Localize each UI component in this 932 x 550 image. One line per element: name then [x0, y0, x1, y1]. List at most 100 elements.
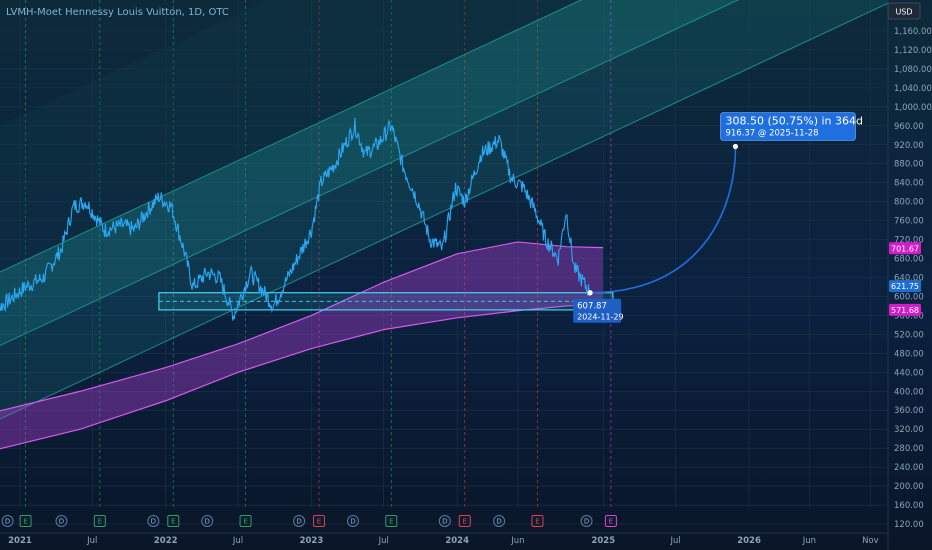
earnings-letter: E [535, 518, 539, 526]
earnings-letter: E [389, 518, 393, 526]
chart-title: LVMH-Moet Hennessy Louis Vuitton, 1D, OT… [6, 7, 229, 18]
annotation-box [720, 112, 856, 141]
dividend-letter: D [584, 518, 589, 526]
dividend-marker[interactable]: D [293, 515, 306, 527]
y-tick-label: 960.00 [894, 122, 924, 132]
y-tick-label: 120.00 [894, 520, 924, 530]
earnings-icon [458, 515, 471, 527]
ma-band [0, 241, 603, 449]
dividend-marker[interactable]: D [580, 515, 593, 527]
price-tag-label: 571.68 [891, 306, 919, 315]
price-axis[interactable]: 120.00 160.00 200.00 240.00 280.00 320.00 360.… [887, 0, 932, 550]
y-tick-label: 360.00 [894, 406, 924, 416]
earnings-marker[interactable]: E [531, 515, 544, 527]
dividend-marker[interactable]: D [55, 515, 68, 527]
y-tick-label: 720.00 [894, 236, 924, 246]
currency-button[interactable]: USD [887, 2, 921, 20]
currency-label: USD [895, 8, 912, 17]
y-tick-label: 1,080.00 [894, 65, 932, 75]
earnings-icon [239, 515, 252, 527]
y-tick-label: 760.00 [894, 217, 924, 227]
earnings-icon [167, 515, 180, 527]
earnings-letter: E [463, 518, 467, 526]
dividend-icon [580, 515, 593, 527]
x-tick-label: Jun [510, 536, 524, 546]
x-tick-label: 2024 [445, 536, 469, 546]
y-tick-label: 680.00 [894, 255, 924, 265]
earnings-marker[interactable]: E [19, 515, 32, 527]
dividend-icon [147, 515, 160, 527]
y-tick-label: 600.00 [894, 292, 924, 302]
y-tick-label: 920.00 [894, 141, 924, 151]
y-tick-label: 240.00 [894, 463, 924, 473]
dividend-icon [293, 515, 306, 527]
dividend-letter: D [151, 518, 156, 526]
dividend-marker[interactable]: D [147, 515, 160, 527]
projection-start-point [587, 290, 593, 296]
dividend-marker[interactable]: D [201, 515, 214, 527]
event-markers: D D D D D D D D DE E E E E E E E E [1, 515, 617, 527]
earnings-letter: E [23, 518, 27, 526]
earnings-icon [93, 515, 106, 527]
dividend-icon [493, 515, 506, 527]
x-tick-label: 2025 [591, 536, 615, 546]
earnings-letter: E [243, 518, 247, 526]
projection-curve [590, 146, 737, 294]
earnings-icon [531, 515, 544, 527]
x-tick-label: 2026 [737, 536, 761, 546]
y-tick-label: 560.00 [894, 311, 924, 321]
dividend-marker[interactable]: D [346, 515, 359, 527]
annotation-subtext: 916.37 @ 2025-11-28 [725, 128, 818, 138]
y-tick-label: 640.00 [894, 274, 924, 284]
y-tick-label: 200.00 [894, 482, 924, 492]
channel-lower-line [0, 2, 888, 420]
x-tick-label: 2022 [154, 536, 178, 546]
price-tag [889, 242, 921, 255]
y-tick-label: 800.00 [894, 198, 924, 208]
earnings-marker[interactable]: E [313, 515, 326, 527]
earnings-icon [604, 515, 617, 527]
channel-lower-band [0, 0, 888, 419]
earnings-marker[interactable]: E [239, 515, 252, 527]
dividend-letter: D [205, 518, 210, 526]
x-tick-label: Jul [86, 536, 97, 546]
earnings-marker[interactable]: E [385, 515, 398, 527]
earnings-marker[interactable]: E [604, 515, 617, 527]
earnings-marker[interactable]: E [167, 515, 180, 527]
dividend-letter: D [5, 518, 10, 526]
annotation-text: 308.50 (50.75%) in 364d [725, 114, 863, 127]
x-tick-label: Jul [232, 536, 243, 546]
y-tick-label: 520.00 [894, 330, 924, 340]
dividend-letter: D [59, 518, 64, 526]
dividend-icon [438, 515, 451, 527]
projection-end-point [732, 143, 739, 150]
dividend-marker[interactable]: D [493, 515, 506, 527]
y-tick-label: 400.00 [894, 387, 924, 397]
price-tag [889, 303, 921, 316]
x-tick-label: Jul [669, 536, 680, 546]
y-tick-label: 320.00 [894, 425, 924, 435]
y-tick-label: 440.00 [894, 368, 924, 378]
channel-upper-line [0, 0, 583, 273]
dividend-letter: D [350, 518, 355, 526]
earnings-marker[interactable]: E [458, 515, 471, 527]
earnings-marker[interactable]: E [93, 515, 106, 527]
dividend-letter: D [496, 518, 501, 526]
dividend-marker[interactable]: D [1, 515, 14, 527]
marker-date: 2024-11-29 [577, 313, 624, 322]
time-axis[interactable]: 2021 Jul 2022 Jul 2023 Jul 2024 Jun 2025 Jul 2026 J… [0, 532, 888, 546]
price-line [0, 117, 591, 321]
dividend-marker[interactable]: D [438, 515, 451, 527]
y-tick-label: 160.00 [894, 501, 924, 511]
x-tick-label: 2021 [8, 536, 32, 546]
dividend-icon [346, 515, 359, 527]
ma-upper-line [0, 241, 603, 412]
price-tag [889, 280, 921, 293]
dividend-icon [201, 515, 214, 527]
marker-box [573, 298, 622, 323]
